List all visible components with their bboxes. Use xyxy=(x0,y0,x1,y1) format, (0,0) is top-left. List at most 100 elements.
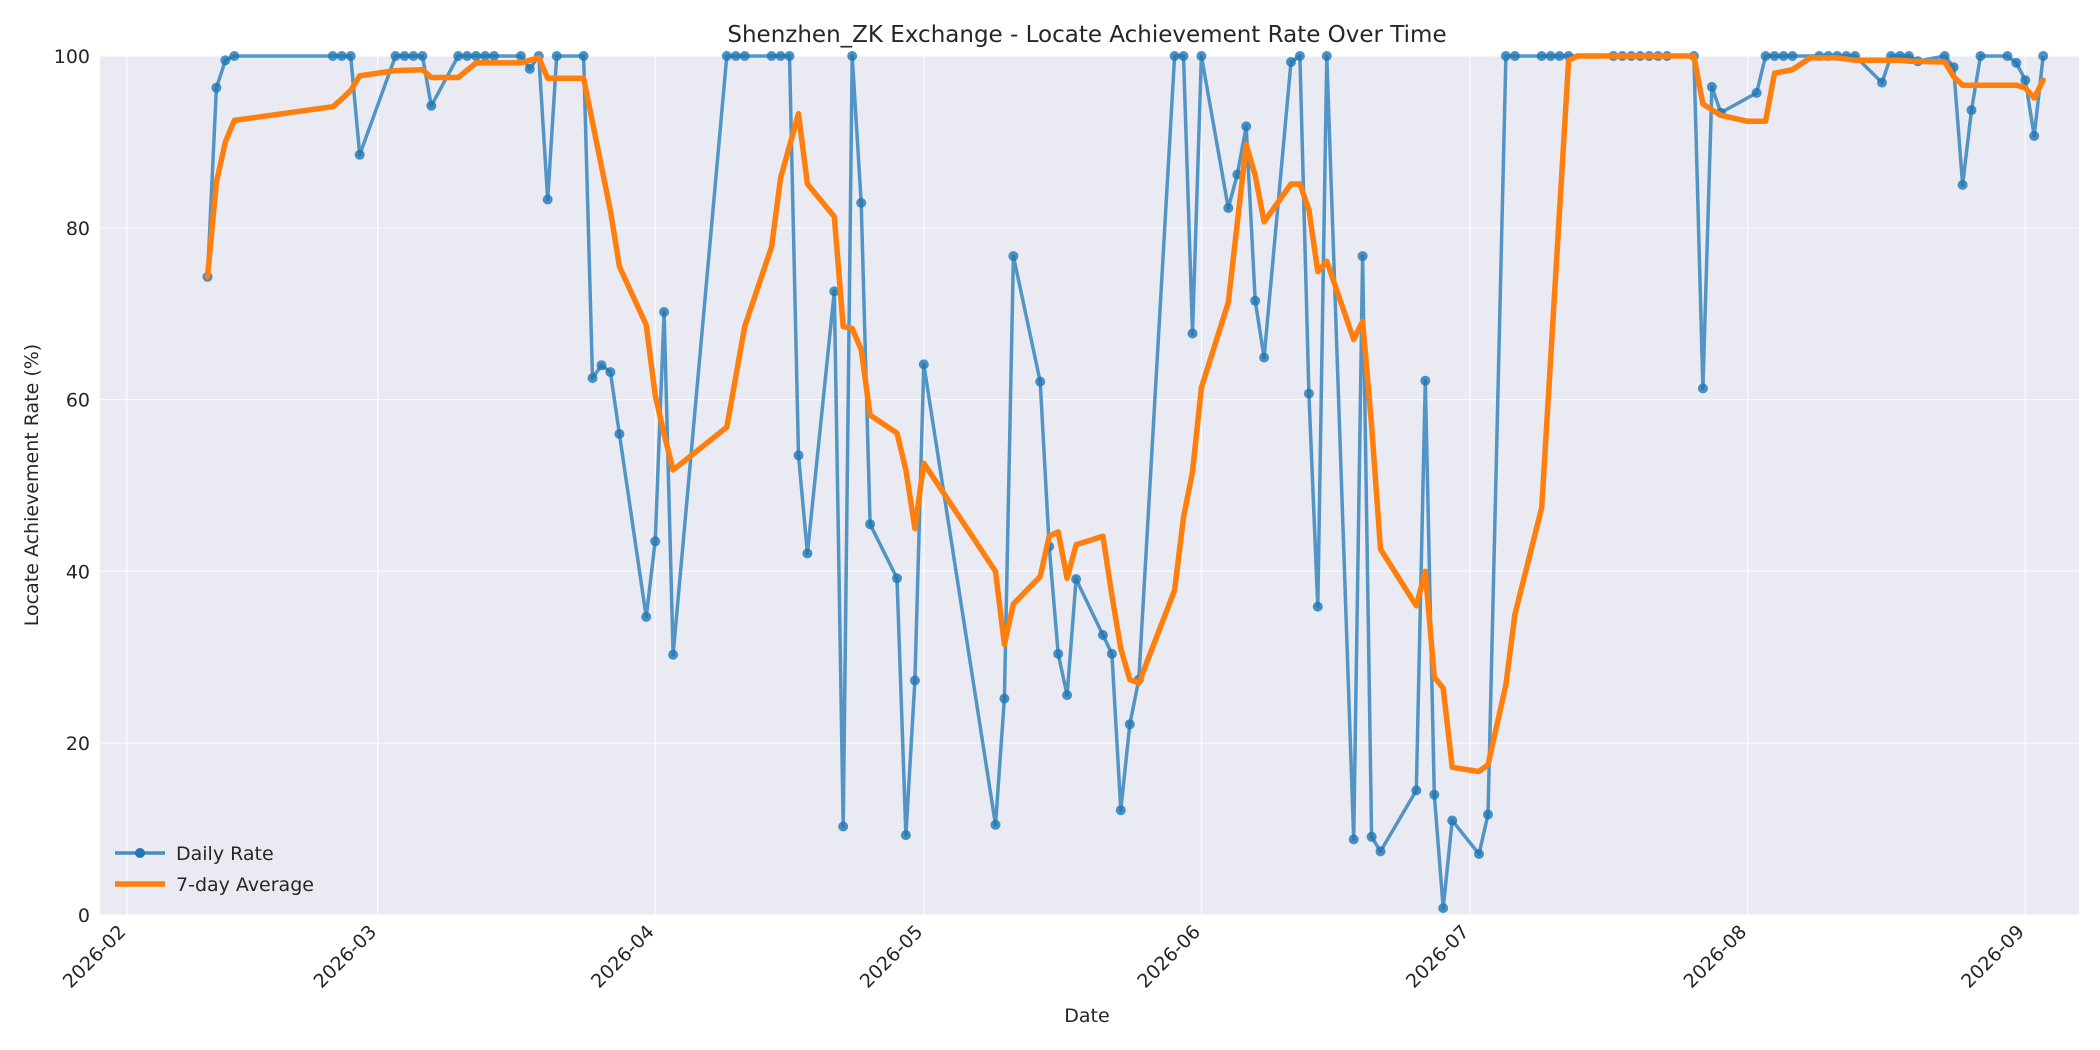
daily-rate-point xyxy=(900,830,911,841)
daily-rate-point xyxy=(1697,383,1708,394)
daily-rate-point xyxy=(766,51,777,61)
y-tick-label: 20 xyxy=(66,733,90,755)
daily-rate-point xyxy=(1223,203,1234,213)
daily-rate-point xyxy=(1939,51,1950,61)
daily-rate-point xyxy=(1286,57,1296,67)
legend-average-label: 7-day Average xyxy=(176,874,314,896)
daily-rate-point xyxy=(1106,648,1117,659)
daily-rate-point xyxy=(1554,51,1565,61)
daily-rate-point xyxy=(1966,105,1977,116)
daily-rate-point xyxy=(1294,51,1305,61)
daily-rate-point xyxy=(453,51,464,61)
daily-rate-point xyxy=(2038,51,2049,61)
daily-rate-point xyxy=(614,429,625,439)
daily-rate-point xyxy=(211,82,222,93)
daily-rate-point xyxy=(390,51,401,61)
daily-rate-point xyxy=(1062,690,1073,701)
daily-rate-point xyxy=(1769,51,1780,61)
daily-rate-point xyxy=(471,51,482,61)
daily-rate-point xyxy=(1375,846,1386,857)
daily-rate-point xyxy=(668,649,679,660)
daily-rate-point xyxy=(1035,376,1046,387)
daily-rate-point xyxy=(1250,295,1261,306)
daily-rate-point xyxy=(578,51,589,61)
daily-rate-point xyxy=(1509,51,1520,61)
daily-rate-point xyxy=(909,675,920,686)
daily-rate-point xyxy=(489,51,499,61)
daily-rate-point xyxy=(1778,51,1789,61)
y-tick-label: 100 xyxy=(54,46,90,68)
daily-rate-point xyxy=(417,51,428,61)
x-tick-label: 2026-05 xyxy=(856,921,928,993)
daily-rate-point xyxy=(2011,57,2022,68)
x-axis-ticks: 2026-02 2026-03 2026-04 2026-05 2026-06 2026-… xyxy=(59,921,2029,993)
daily-rate-point xyxy=(408,51,419,61)
daily-rate-point xyxy=(1241,121,1252,132)
x-tick-label: 2026-09 xyxy=(1957,921,2029,993)
legend-daily-marker xyxy=(135,848,145,858)
x-tick-label: 2026-02 xyxy=(59,921,131,993)
daily-rate-point xyxy=(1259,352,1270,363)
daily-rate-point xyxy=(480,51,491,61)
x-tick-label: 2026-06 xyxy=(1133,921,1205,993)
daily-rate-point xyxy=(596,360,607,371)
legend-daily-label: Daily Rate xyxy=(176,843,274,865)
daily-rate-point xyxy=(856,197,867,208)
daily-rate-point xyxy=(659,307,670,317)
y-tick-label: 40 xyxy=(66,561,90,583)
y-axis-ticks: 0 20 40 60 80 100 xyxy=(54,46,90,927)
daily-rate-point xyxy=(838,821,849,832)
x-axis-label: Date xyxy=(1064,1005,1109,1027)
daily-rate-point xyxy=(650,536,661,547)
chart-title: Shenzhen_ZK Exchange - Locate Achievemen… xyxy=(727,22,1446,48)
seven-day-average-line xyxy=(204,53,2046,775)
daily-rate-point xyxy=(892,573,902,584)
series-layer xyxy=(202,51,2049,914)
plot-area xyxy=(100,56,2079,915)
daily-rate-point xyxy=(1008,251,1019,262)
daily-rate-point xyxy=(336,51,347,61)
daily-rate-point xyxy=(1115,805,1126,816)
daily-rate-point xyxy=(641,611,652,622)
daily-rate-point xyxy=(1097,630,1108,640)
y-axis-label: Locate Achievement Rate (%) xyxy=(21,344,43,626)
daily-rate-point xyxy=(2029,130,2040,141)
daily-rate-point xyxy=(354,149,365,160)
daily-rate-point xyxy=(345,51,356,61)
legend: Daily Rate 7-day Average xyxy=(115,843,314,896)
daily-rate-point xyxy=(220,55,231,66)
daily-rate-point xyxy=(524,63,535,74)
x-tick-label: 2026-03 xyxy=(309,921,381,993)
daily-rate-point xyxy=(990,819,1001,830)
daily-rate-point xyxy=(1312,601,1323,612)
daily-rate-point xyxy=(721,51,732,61)
daily-rate-point xyxy=(1787,51,1798,61)
daily-rate-point xyxy=(399,51,410,61)
daily-rate-point xyxy=(1124,719,1135,730)
daily-rate-point xyxy=(587,373,598,384)
daily-rate-point xyxy=(1474,849,1484,859)
y-tick-label: 60 xyxy=(66,390,90,412)
daily-rate-point xyxy=(2002,51,2013,61)
daily-rate-point xyxy=(918,359,929,370)
daily-rate-point xyxy=(1500,51,1511,61)
daily-rate-point xyxy=(1438,903,1449,914)
daily-rate-point xyxy=(1178,51,1189,61)
daily-rate-point xyxy=(775,51,786,61)
daily-rate-point xyxy=(793,450,804,461)
daily-rate-point xyxy=(327,51,338,61)
daily-rate-point xyxy=(462,51,473,61)
x-tick-label: 2026-04 xyxy=(587,921,659,993)
x-tick-label: 2026-07 xyxy=(1402,921,1474,993)
daily-rate-point xyxy=(1545,51,1556,61)
daily-rate-point xyxy=(999,693,1010,704)
daily-rate-point xyxy=(784,51,795,61)
daily-rate-point xyxy=(1169,51,1180,61)
daily-rate-point xyxy=(1196,51,1207,61)
daily-rate-point xyxy=(1483,809,1493,820)
daily-rate-point xyxy=(1366,831,1377,842)
daily-rate-point xyxy=(1348,834,1359,845)
daily-rate-point xyxy=(847,51,858,61)
daily-rate-point xyxy=(1706,81,1717,92)
daily-rate-point xyxy=(1429,789,1440,800)
